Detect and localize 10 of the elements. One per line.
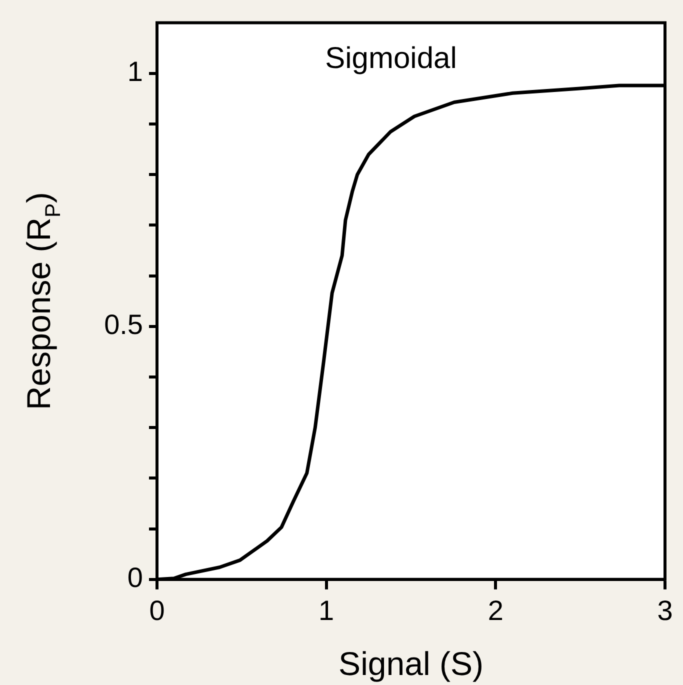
y-tick-label: 0.5 [104, 309, 143, 340]
x-axis-title: Signal (S) [338, 645, 484, 682]
x-tick-label: 2 [488, 594, 504, 626]
y-tick-label: 1 [127, 56, 143, 88]
text: Sigmoidal [325, 42, 457, 75]
x-tick-label: 0 [149, 594, 165, 626]
x-tick-label: 1 [318, 594, 334, 626]
y-axis-title: Response (RP) [20, 192, 65, 410]
x-tick-label: 3 [657, 594, 673, 626]
y-tick-label: 0 [127, 562, 143, 594]
